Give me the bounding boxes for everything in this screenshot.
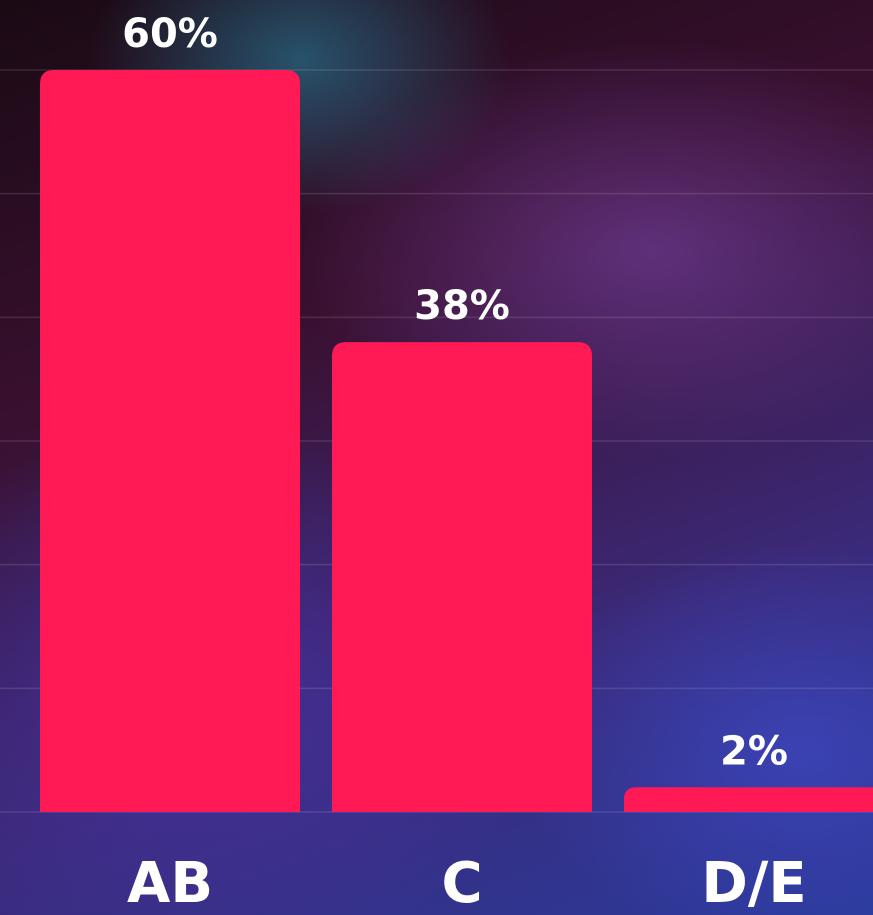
x-tick-label: C: [441, 851, 482, 915]
chart-container: 60% AB 38% C 2% D/E: [0, 0, 873, 915]
value-label: 2%: [720, 728, 788, 774]
x-tick-label: D/E: [701, 851, 806, 915]
value-label: 38%: [414, 283, 510, 329]
x-tick-label: AB: [127, 851, 213, 915]
bar: [624, 787, 873, 812]
bar: [40, 70, 300, 812]
bar: [332, 342, 592, 812]
chart: 60% AB 38% C 2% D/E: [0, 0, 873, 915]
value-label: 60%: [122, 11, 218, 57]
